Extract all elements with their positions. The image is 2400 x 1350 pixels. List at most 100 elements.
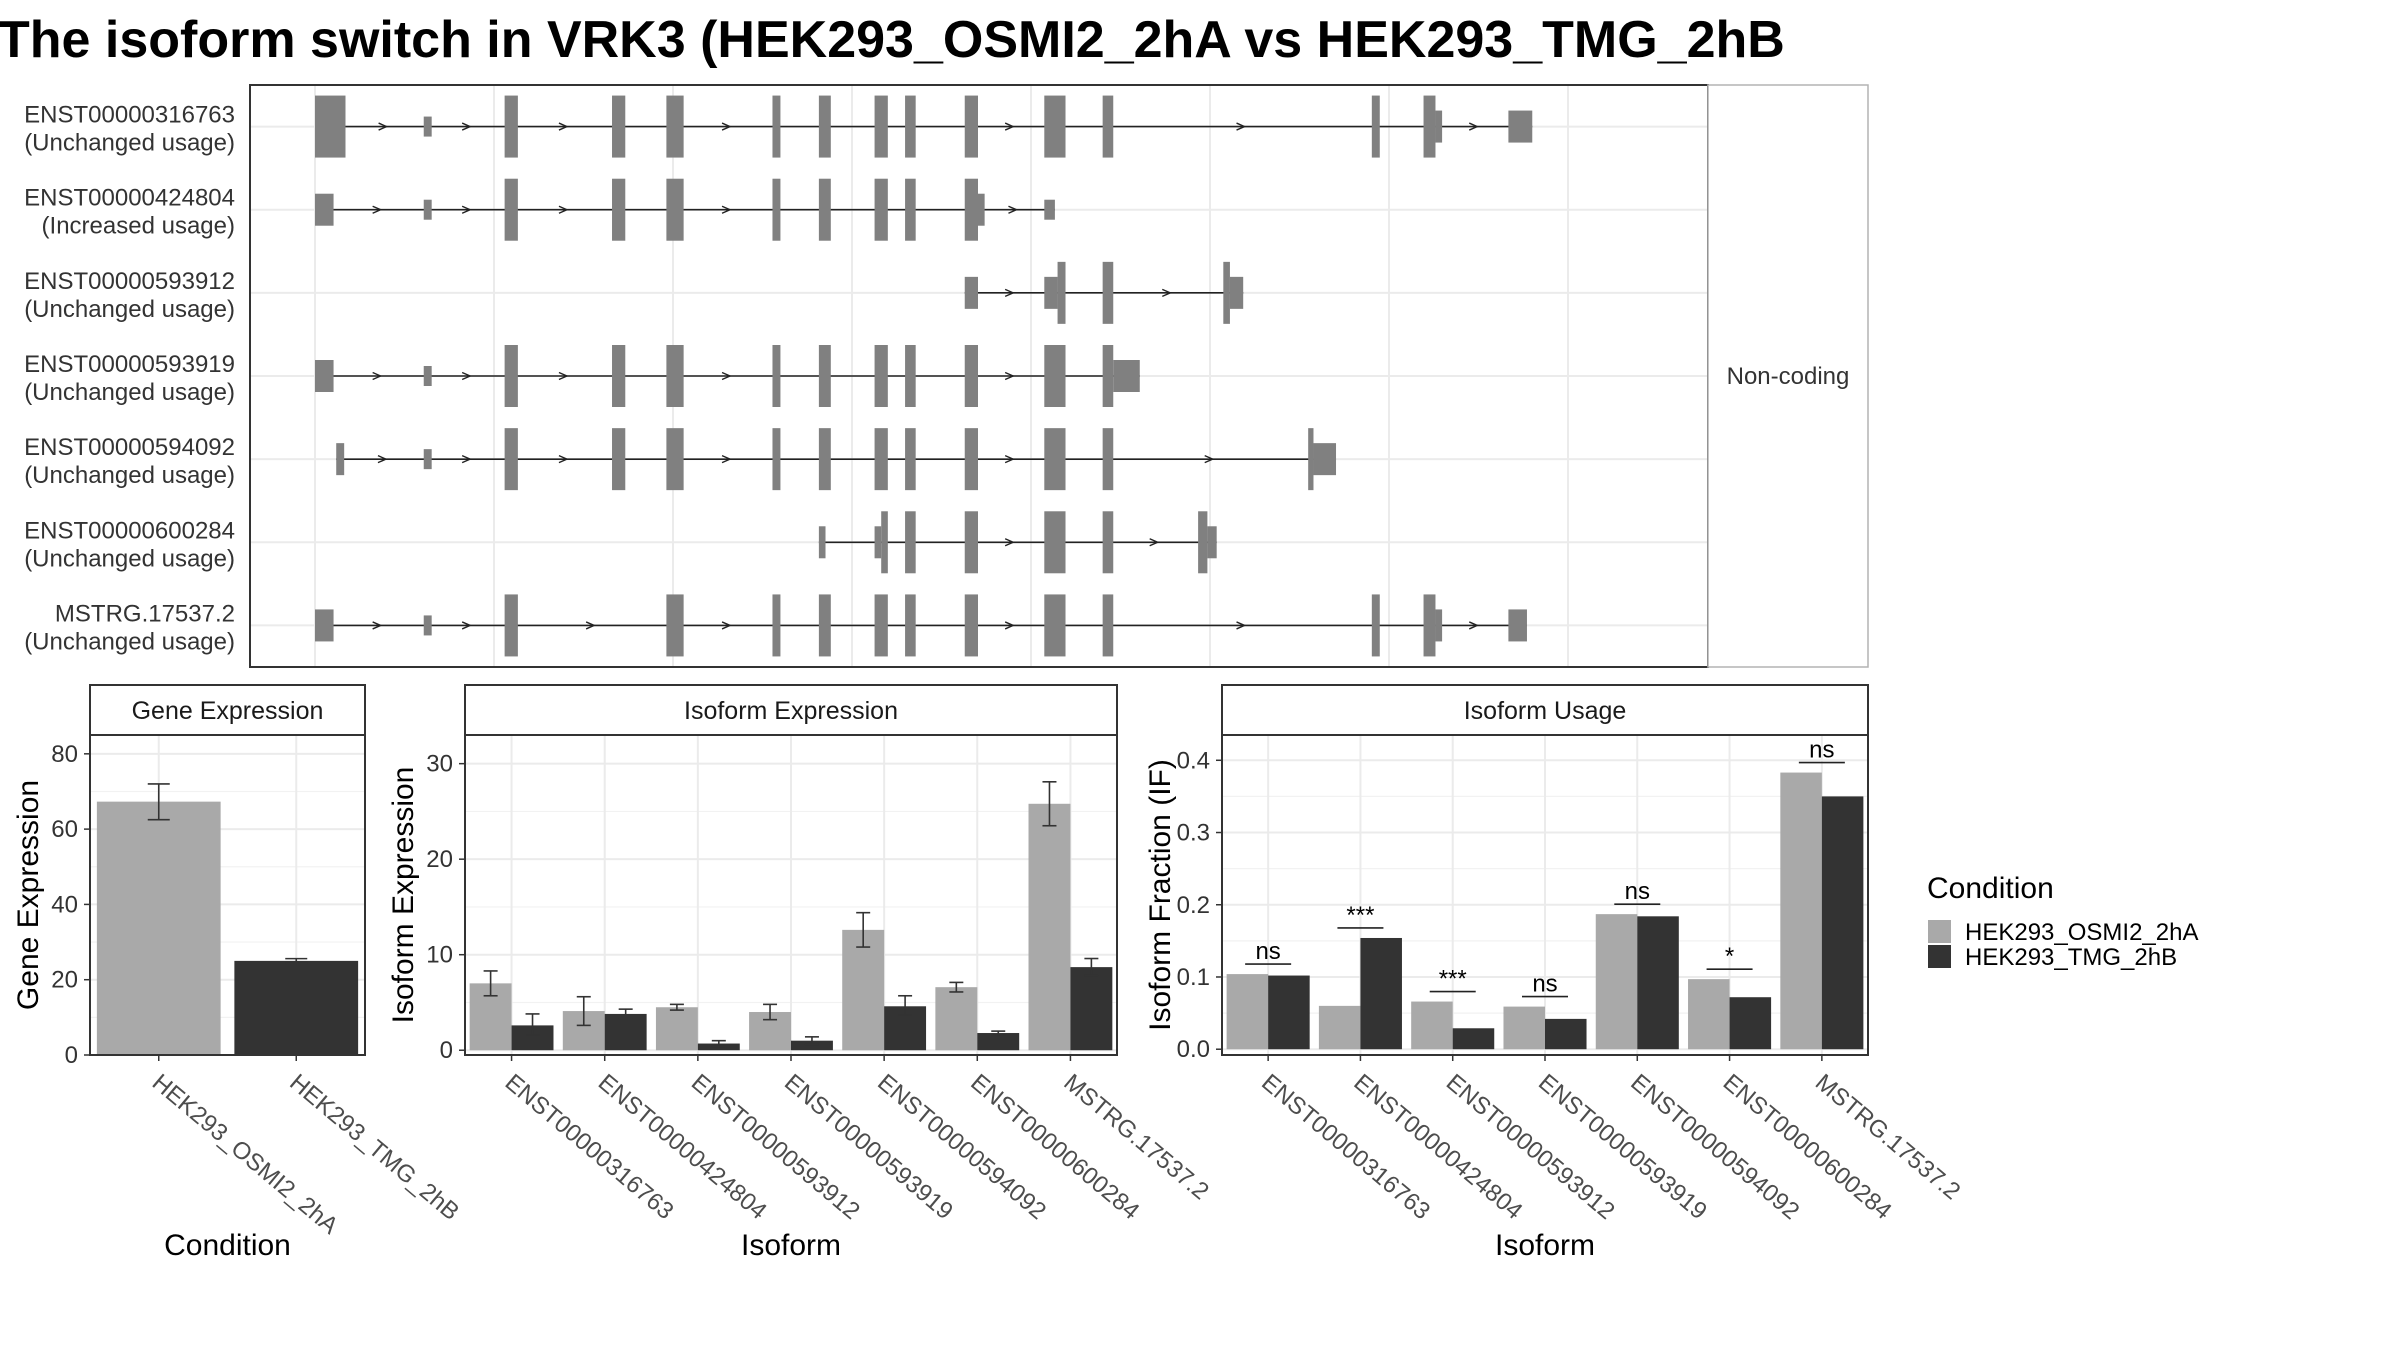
x-tick-label: ENST00000594092 (1625, 1069, 1804, 1225)
error-bar (763, 1003, 778, 1021)
intron-arrow (372, 371, 383, 381)
error-bar (483, 970, 498, 997)
transcript-row (315, 95, 1533, 158)
bar (604, 1013, 647, 1051)
transcript-id-label: ENST00000316763 (24, 102, 235, 129)
bar (1688, 979, 1730, 1050)
exon (964, 594, 978, 657)
chart-strip-title: Isoform Expression (684, 697, 898, 725)
x-tick-label: ENST00000600284 (965, 1069, 1144, 1225)
exon (874, 345, 888, 407)
exon (818, 345, 831, 407)
exon (818, 178, 831, 241)
intron-arrow (1468, 122, 1479, 131)
transcript-usage-label: (Unchanged usage) (24, 296, 235, 323)
exon (1508, 110, 1533, 143)
x-tick-label: ENST00000593919 (779, 1069, 958, 1225)
transcript-usage-label: (Unchanged usage) (24, 379, 235, 406)
intron-arrow (1149, 538, 1160, 547)
bar (1268, 975, 1310, 1050)
intron-arrow (1468, 621, 1479, 630)
transcript-id-label: ENST00000593919 (24, 351, 235, 378)
exon (1102, 511, 1114, 574)
intron-arrow (1004, 455, 1015, 464)
bar (655, 1007, 698, 1051)
exon (336, 443, 345, 476)
figure-title: The isoform switch in VRK3 (HEK293_OSMI2… (0, 11, 1785, 69)
intron-arrow (1004, 371, 1015, 381)
bar (1595, 914, 1638, 1050)
bar (1821, 796, 1864, 1050)
exon (504, 95, 518, 158)
bar (1318, 1005, 1361, 1050)
exon (818, 95, 831, 158)
legend-swatch (1928, 920, 1951, 943)
exon (1207, 526, 1217, 559)
y-tick-label: 60 (51, 816, 78, 843)
intron-arrow (461, 205, 472, 214)
exon (818, 594, 831, 657)
exon (504, 594, 518, 657)
exon (666, 95, 684, 158)
exon (978, 193, 985, 226)
x-tick-label: ENST00000424804 (1349, 1069, 1528, 1225)
exon (315, 360, 334, 392)
legend-swatch (1928, 945, 1951, 968)
significance-label: *** (1346, 902, 1374, 929)
error-bar (669, 1003, 684, 1011)
exon (905, 178, 916, 241)
exon (1198, 511, 1208, 574)
exon (1044, 276, 1058, 309)
x-tick-label: ENST00000593912 (1441, 1069, 1620, 1225)
error-bar (285, 957, 308, 964)
error-bar (576, 995, 591, 1027)
transcript-usage-label: (Increased usage) (42, 213, 235, 240)
x-axis-title: Condition (164, 1229, 291, 1262)
exon (1229, 276, 1244, 309)
error-bar (525, 1013, 540, 1036)
intron-arrow (1004, 621, 1015, 630)
exon (818, 428, 831, 491)
intron-arrow (1161, 288, 1173, 297)
structure-side-strip (1707, 84, 1869, 668)
error-bar (856, 911, 871, 948)
significance-label: ns (1255, 938, 1280, 965)
transcript-structure-panel: ENST00000316763(Unchanged usage)ENST0000… (24, 84, 1869, 668)
intron-arrow (721, 371, 732, 381)
exon (964, 345, 978, 407)
exon (905, 95, 916, 158)
intron-arrow (558, 455, 569, 464)
transcript-row (315, 178, 1055, 241)
exon (874, 526, 882, 559)
transcript-id-label: ENST00000600284 (24, 517, 235, 544)
exon (1102, 428, 1114, 491)
exon (315, 95, 346, 158)
intron-arrow (721, 455, 732, 464)
intron-arrow (721, 621, 732, 630)
transcript-row (315, 345, 1140, 407)
exon (772, 428, 781, 491)
exon (666, 178, 684, 241)
bar (1028, 803, 1071, 1051)
exon (1044, 594, 1066, 657)
error-bar (804, 1036, 819, 1046)
bar (1780, 772, 1822, 1050)
x-tick-label: ENST00000594092 (872, 1069, 1051, 1225)
exon (964, 95, 978, 158)
exon (423, 449, 432, 470)
intron-arrow (1008, 205, 1019, 214)
intron-arrow (1204, 455, 1215, 464)
intron-arrow (1004, 538, 1015, 547)
bar (1545, 1018, 1587, 1050)
significance-label: * (1725, 943, 1734, 970)
exon (666, 594, 684, 657)
transcript-usage-label: (Unchanged usage) (24, 628, 235, 655)
exon (1044, 95, 1066, 158)
y-axis-title: Isoform Fraction (IF) (1144, 759, 1177, 1031)
exon (874, 594, 888, 657)
x-tick-label: ENST00000316763 (1256, 1069, 1435, 1225)
exon (315, 609, 334, 642)
intron-arrow (721, 122, 732, 131)
